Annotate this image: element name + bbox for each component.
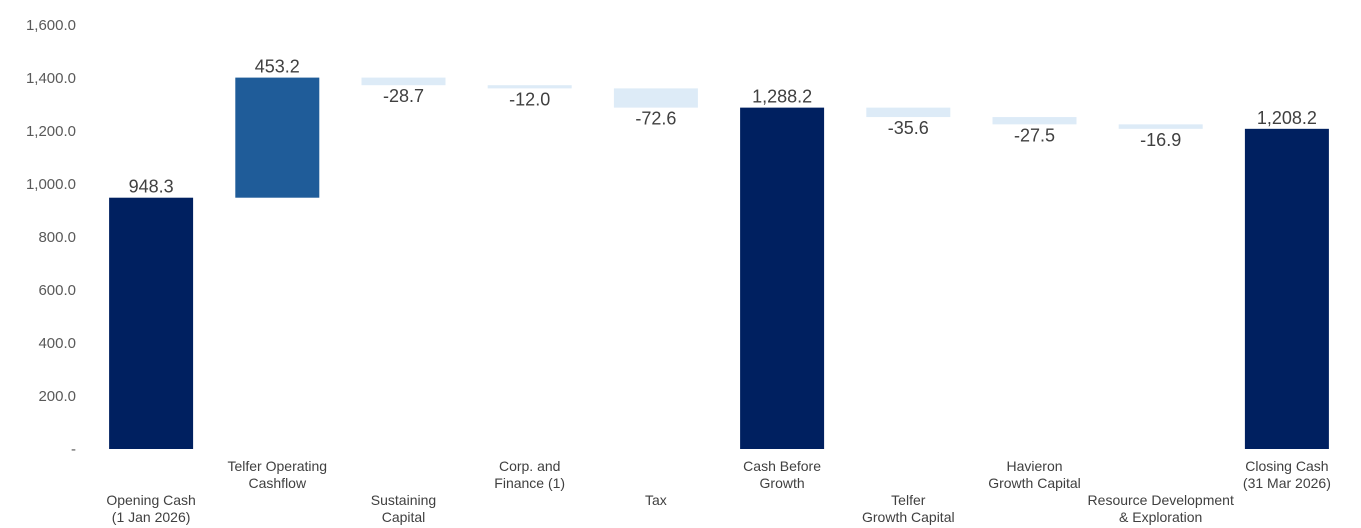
data-label: 453.2 [255,57,300,77]
category-label: Opening Cash [106,492,196,508]
bar-total [1244,128,1329,449]
data-label: 1,208.2 [1257,108,1317,128]
bar-decrease [992,117,1077,125]
y-tick-label: 400.0 [38,335,76,352]
y-axis: - 200.0 400.0 600.0 800.0 1,000.0 1,200.0 1,400… [26,17,76,458]
y-tick-label: 1,600.0 [26,17,76,34]
data-label: -27.5 [1014,125,1055,145]
category-label: Telfer [891,492,926,508]
category-label: (1 Jan 2026) [112,509,191,525]
category-label: Growth Capital [988,475,1081,491]
y-tick-label: 200.0 [38,388,76,405]
y-tick-label: 600.0 [38,282,76,299]
bar-decrease [1118,124,1203,129]
category-label: Telfer Operating [227,458,327,474]
category-label: Havieron [1006,458,1062,474]
category-label: Capital [382,509,426,525]
category-label: Finance (1) [494,475,565,491]
data-label: -28.7 [383,86,424,106]
category-label: Resource Development [1088,492,1234,508]
category-label: Corp. and [499,458,560,474]
data-label: -16.9 [1140,130,1181,150]
y-tick-label: 1,000.0 [26,176,76,193]
y-tick-label: 1,400.0 [26,70,76,87]
data-labels: 948.3 453.2 -28.7 -12.0 -72.6 1,288.2 -35.6 -27… [129,57,1317,197]
category-label: & Exploration [1119,509,1202,525]
bar-total [740,107,825,449]
category-label: Sustaining [371,492,436,508]
data-label: 1,288.2 [752,87,812,107]
category-label: Cash Before [743,458,821,474]
category-label: Tax [645,492,667,508]
bar-decrease [487,85,572,89]
data-label: -35.6 [888,118,929,138]
data-label: 948.3 [129,177,174,197]
bar-increase [235,77,320,198]
category-label: (31 Mar 2026) [1243,475,1331,491]
category-label: Growth [760,475,805,491]
bar-decrease [613,88,698,108]
bar-decrease [361,77,446,86]
y-tick-label: 800.0 [38,229,76,246]
x-axis-categories: Opening Cash(1 Jan 2026) Telfer Operating… [106,458,1331,525]
bars [109,77,1329,449]
data-label: -72.6 [635,109,676,129]
bar-total [109,197,194,449]
y-tick-label: 1,200.0 [26,123,76,140]
y-tick-label: - [71,441,76,458]
data-label: -12.0 [509,89,550,109]
category-label: Closing Cash [1245,458,1328,474]
category-label: Cashflow [249,475,307,491]
category-label: Growth Capital [862,509,955,525]
bar-decrease [866,107,951,118]
